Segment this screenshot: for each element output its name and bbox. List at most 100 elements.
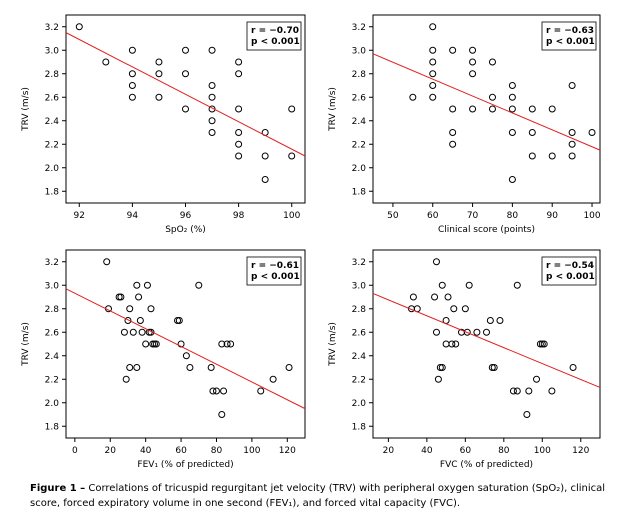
x-tick-label: 100 xyxy=(283,211,300,221)
charts: 92 94 96 98 100 1.8 2.0 2.2 2.4 2.6 2.8 3.0 3.2 SpO₂ … xyxy=(21,14,601,470)
trendline xyxy=(65,288,306,410)
point xyxy=(285,364,293,371)
point xyxy=(434,375,442,383)
panel: 50 60 70 80 90 100 1.8 2.0 2.2 2.4 2.6 2.8 3.0 3.2 Cli… xyxy=(328,14,601,235)
annotation-box xyxy=(541,21,597,51)
point xyxy=(235,70,243,78)
plot-frame xyxy=(65,249,306,439)
point xyxy=(195,281,203,289)
y-tick-label: 2.4 xyxy=(45,117,60,127)
point xyxy=(288,152,296,160)
point xyxy=(488,105,496,113)
point xyxy=(207,364,215,371)
x-tick-label: 60 xyxy=(460,446,472,456)
y-axis-label: TRV (m/s) xyxy=(328,322,338,367)
point xyxy=(486,317,494,324)
y-tick-label: 2.2 xyxy=(352,140,366,150)
annotation-box xyxy=(541,256,597,286)
x-tick-label: 0 xyxy=(72,446,78,456)
point xyxy=(588,129,596,136)
point xyxy=(508,82,516,89)
point xyxy=(128,70,136,78)
point xyxy=(488,58,496,66)
caption-text: Correlations of tricuspid regurgitant je… xyxy=(30,483,606,509)
panel: 92 94 96 98 100 1.8 2.0 2.2 2.4 2.6 2.8 3.0 3.2 SpO₂ … xyxy=(21,14,306,235)
y-tick-label: 2.6 xyxy=(352,328,367,338)
y-tick-label: 2.0 xyxy=(45,164,60,174)
annotation: r = −0.70 xyxy=(251,26,299,36)
x-axis-label: SpO₂ (%) xyxy=(165,225,206,235)
trendline xyxy=(65,32,306,157)
point xyxy=(128,46,136,54)
point xyxy=(227,340,235,348)
point xyxy=(513,281,521,289)
point xyxy=(509,387,517,395)
point xyxy=(449,46,457,54)
point xyxy=(212,387,220,395)
x-tick-label: 50 xyxy=(387,211,399,221)
point xyxy=(175,317,183,324)
annotation: r = −0.63 xyxy=(546,26,594,36)
point xyxy=(220,387,228,395)
point xyxy=(463,328,471,336)
point xyxy=(257,387,265,395)
point xyxy=(538,340,546,348)
point xyxy=(449,140,457,148)
y-tick-label: 2.6 xyxy=(45,328,60,338)
x-tick-label: 96 xyxy=(180,211,192,221)
annotation-box xyxy=(246,21,302,51)
point xyxy=(548,152,556,160)
point xyxy=(442,340,450,348)
x-tick-label: 120 xyxy=(279,446,296,456)
y-tick-label: 1.8 xyxy=(45,422,60,432)
point xyxy=(288,105,296,113)
point xyxy=(182,46,189,54)
point xyxy=(490,364,498,371)
point xyxy=(208,93,216,101)
panel: 0 20 40 60 80 100 120 1.8 2.0 2.2 2.4 2.6 2.8 3.0 3.2 F… xyxy=(21,249,306,470)
annotation: p < 0.001 xyxy=(251,37,300,47)
x-tick-label: 80 xyxy=(507,211,519,221)
point xyxy=(120,328,128,336)
point xyxy=(473,328,481,336)
x-tick-label: 70 xyxy=(467,211,479,221)
point xyxy=(235,105,243,113)
point xyxy=(429,82,437,89)
point xyxy=(124,317,132,324)
point xyxy=(218,411,226,418)
x-tick-label: 120 xyxy=(572,446,589,456)
point xyxy=(548,387,556,395)
point xyxy=(569,364,577,371)
x-tick-label: 92 xyxy=(74,211,85,221)
y-tick-label: 2.6 xyxy=(352,93,367,103)
point xyxy=(429,23,437,31)
y-tick-label: 2.2 xyxy=(45,140,59,150)
x-tick-label: 94 xyxy=(127,211,139,221)
point xyxy=(128,93,136,101)
x-tick-label: 100 xyxy=(583,211,600,221)
point xyxy=(128,82,136,89)
point xyxy=(450,305,458,313)
y-tick-label: 2.8 xyxy=(352,305,367,315)
point xyxy=(143,281,151,289)
point xyxy=(525,387,533,395)
point xyxy=(568,152,576,160)
y-axis-label: TRV (m/s) xyxy=(21,87,31,132)
y-tick-label: 2.0 xyxy=(45,399,60,409)
point xyxy=(444,293,452,301)
point xyxy=(461,305,469,313)
point xyxy=(208,117,216,125)
annotation: p < 0.001 xyxy=(546,37,595,47)
point xyxy=(448,340,456,348)
point xyxy=(488,364,496,371)
point xyxy=(235,129,243,136)
trendline xyxy=(372,293,601,388)
point xyxy=(483,328,490,336)
point xyxy=(508,129,516,136)
y-tick-label: 2.8 xyxy=(352,70,367,80)
x-tick-label: 100 xyxy=(534,446,551,456)
point xyxy=(102,58,110,66)
y-tick-label: 2.0 xyxy=(352,399,367,409)
point xyxy=(135,293,143,301)
point xyxy=(548,105,556,113)
